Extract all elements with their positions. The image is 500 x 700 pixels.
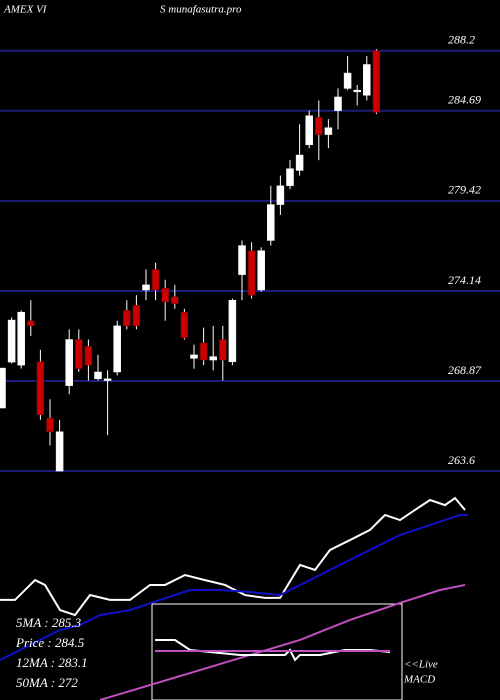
legend-label: 12MA : 283.1 bbox=[16, 655, 88, 670]
candle-body bbox=[199, 342, 208, 361]
candle-body bbox=[180, 311, 189, 339]
chart-subtitle: S munafasutra.pro bbox=[160, 4, 242, 16]
candle-body bbox=[84, 346, 93, 366]
candle-body bbox=[161, 288, 169, 303]
candle-body bbox=[132, 305, 141, 327]
candle-body bbox=[94, 371, 102, 380]
series-line bbox=[155, 639, 391, 662]
candle-body bbox=[151, 269, 160, 291]
candle-body bbox=[228, 299, 237, 362]
candle-body bbox=[286, 168, 294, 187]
candle-body bbox=[142, 284, 150, 291]
y-tick-label: 279.42 bbox=[448, 183, 481, 197]
candle-body bbox=[305, 115, 313, 146]
macd-label: MACD bbox=[403, 674, 435, 686]
legend-label: 5MA : 285.3 bbox=[16, 615, 82, 630]
candle-body bbox=[363, 64, 371, 96]
candle-body bbox=[0, 367, 6, 409]
candle-body bbox=[219, 339, 227, 361]
candle-body bbox=[171, 296, 179, 304]
candle-body bbox=[257, 250, 265, 291]
chart-title: AMEX VI bbox=[3, 4, 48, 16]
series-line bbox=[0, 496, 466, 617]
candle-body bbox=[7, 319, 16, 363]
legend-label: 50MA : 272 bbox=[16, 675, 78, 690]
candle-body bbox=[247, 250, 256, 296]
candle-body bbox=[65, 339, 73, 386]
candle-body bbox=[75, 339, 83, 369]
candle-body bbox=[190, 354, 198, 359]
candle-body bbox=[238, 245, 246, 275]
candle-body bbox=[334, 96, 342, 111]
live-label: <<Live bbox=[404, 659, 438, 671]
candle-body bbox=[46, 417, 54, 433]
candle-body bbox=[353, 89, 361, 93]
candle-body bbox=[55, 431, 64, 472]
candle-body bbox=[343, 72, 352, 89]
series-line bbox=[99, 583, 466, 700]
y-tick-label: 274.14 bbox=[448, 273, 481, 287]
series-line bbox=[0, 513, 468, 661]
candle-body bbox=[276, 185, 285, 205]
candle-body bbox=[267, 204, 275, 241]
y-tick-label: 268.87 bbox=[448, 363, 482, 377]
y-tick-label: 284.69 bbox=[448, 93, 481, 107]
candle-body bbox=[324, 127, 333, 135]
candle-body bbox=[103, 378, 112, 381]
candle-body bbox=[17, 311, 25, 366]
candle-body bbox=[372, 50, 381, 113]
y-tick-label: 288.2 bbox=[448, 33, 475, 47]
candle-body bbox=[27, 320, 35, 327]
candle-body bbox=[36, 361, 45, 415]
candle-body bbox=[315, 117, 323, 135]
candle-body bbox=[123, 310, 131, 327]
candle-body bbox=[295, 154, 304, 171]
legend-label: Price : 284.5 bbox=[15, 635, 85, 650]
candle-body bbox=[113, 325, 121, 373]
y-tick-label: 263.6 bbox=[448, 453, 475, 467]
candle-body bbox=[209, 356, 217, 361]
